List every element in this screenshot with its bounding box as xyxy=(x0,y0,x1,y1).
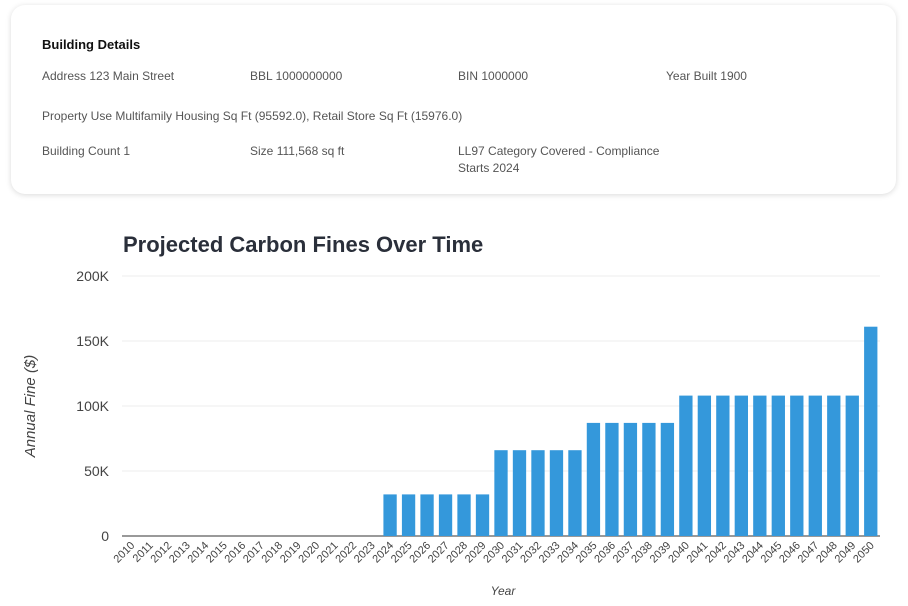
bar xyxy=(753,395,767,536)
size-value: 111,568 sq ft xyxy=(276,144,345,158)
bar xyxy=(494,450,508,536)
card-title: Building Details xyxy=(42,37,141,52)
bin-value: 1000000 xyxy=(481,69,529,83)
x-tick-label: 2050 xyxy=(851,540,877,566)
chart-title: Projected Carbon Fines Over Time xyxy=(123,232,484,257)
bar xyxy=(420,494,434,536)
bar xyxy=(864,326,878,536)
address-field: Address 123 Main Street xyxy=(42,68,174,85)
bar xyxy=(771,395,785,536)
bar xyxy=(586,422,601,536)
bar xyxy=(642,422,656,536)
bar xyxy=(383,494,397,536)
bbl-label: BBL xyxy=(250,69,273,83)
y-tick-label: 0 xyxy=(101,528,109,544)
y-tick-label: 150K xyxy=(76,333,109,349)
bar xyxy=(716,395,730,536)
y-tick-label: 200K xyxy=(76,268,109,284)
building-count-label: Building Count xyxy=(42,144,121,158)
bar xyxy=(605,422,619,536)
bar xyxy=(438,494,453,536)
y-tick-label: 50K xyxy=(84,463,110,479)
building-details-card: Building Details Address 123 Main Street… xyxy=(11,5,896,194)
bar xyxy=(679,395,693,536)
year-built-value: 1900 xyxy=(720,69,747,83)
property-use-field: Property Use Multifamily Housing Sq Ft (… xyxy=(42,108,462,125)
year-built-label: Year Built xyxy=(666,69,717,83)
size-label: Size xyxy=(250,144,274,158)
bar xyxy=(660,422,675,536)
bar xyxy=(568,450,582,536)
bbl-value: 1000000000 xyxy=(275,69,343,83)
year-built-field: Year Built 1900 xyxy=(666,68,747,85)
x-axis-label: Year xyxy=(491,584,517,598)
bar xyxy=(734,395,748,536)
y-tick-label: 100K xyxy=(76,398,109,414)
building-count-field: Building Count 1 xyxy=(42,143,130,160)
property-use-value: Multifamily Housing Sq Ft (95592.0), Ret… xyxy=(115,109,463,123)
bar xyxy=(457,494,471,536)
bin-field: BIN 1000000 xyxy=(458,68,528,85)
address-label: Address xyxy=(42,69,87,83)
size-field: Size 111,568 sq ft xyxy=(250,143,344,160)
bar xyxy=(549,450,564,536)
bar xyxy=(808,395,822,536)
bar xyxy=(827,395,841,536)
bar xyxy=(845,395,859,536)
bin-label: BIN xyxy=(458,69,479,83)
bar xyxy=(512,450,527,536)
bar xyxy=(401,494,416,536)
ll97-category-label: LL97 Category xyxy=(458,144,537,158)
bar xyxy=(697,395,712,536)
y-axis-label: Annual Fine ($) xyxy=(22,355,39,459)
property-use-label: Property Use xyxy=(42,109,113,123)
bar xyxy=(475,494,490,536)
bar xyxy=(623,422,638,536)
bar xyxy=(790,395,804,536)
bar xyxy=(531,450,545,536)
bbl-field: BBL 1000000000 xyxy=(250,68,342,85)
building-count-value: 1 xyxy=(123,144,131,158)
ll97-category-field: LL97 Category Covered - Compliance Start… xyxy=(458,143,673,177)
ll97-category-value: Covered - Compliance Starts 2024 xyxy=(458,144,660,175)
address-value: 123 Main Street xyxy=(89,69,175,83)
